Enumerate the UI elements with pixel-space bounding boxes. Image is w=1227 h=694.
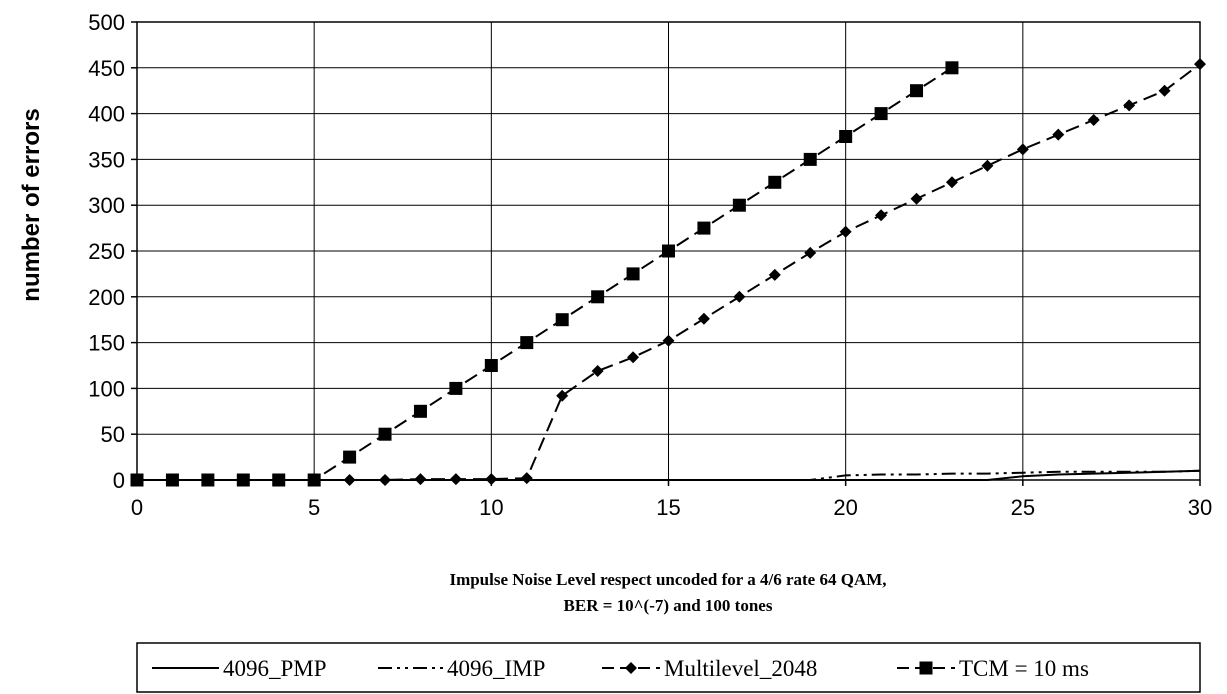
y-tick-label: 500 xyxy=(88,10,125,35)
x-tick-label: 25 xyxy=(1011,495,1035,520)
data-point-diamond xyxy=(414,473,427,486)
y-tick-label: 200 xyxy=(88,285,125,310)
series-line-2 xyxy=(137,469,1201,481)
data-point-diamond xyxy=(945,176,958,189)
data-point-square xyxy=(201,473,215,487)
y-tick-label: 400 xyxy=(88,102,125,127)
x-tick-label: 15 xyxy=(656,495,680,520)
x-tick-label: 20 xyxy=(833,495,857,520)
data-point-diamond xyxy=(662,334,675,347)
y-tick-label: 100 xyxy=(88,376,125,401)
legend-label-3: Multilevel_2048 xyxy=(664,656,817,681)
data-point-diamond xyxy=(875,209,888,222)
data-point-square xyxy=(591,290,605,304)
y-axis-title: number of errors xyxy=(18,108,45,301)
data-point-diamond xyxy=(804,246,817,259)
legend-frame xyxy=(136,642,1201,693)
series-line-4 xyxy=(137,66,953,481)
data-point-square xyxy=(236,473,250,487)
data-point-square xyxy=(945,61,959,75)
data-point-diamond xyxy=(981,159,994,172)
data-point-square xyxy=(130,473,144,487)
data-point-diamond xyxy=(839,225,852,238)
data-point-diamond xyxy=(485,473,498,486)
data-point-square xyxy=(839,130,853,143)
data-point-diamond xyxy=(1016,143,1029,156)
y-tick-label: 50 xyxy=(101,422,125,447)
data-point-square xyxy=(697,221,711,235)
data-point-square xyxy=(910,84,924,98)
data-point-diamond xyxy=(1158,84,1171,97)
data-point-square xyxy=(343,450,357,464)
x-tick-label: 0 xyxy=(131,495,143,520)
x-tick-label: 10 xyxy=(479,495,503,520)
y-tick-label: 450 xyxy=(88,56,125,81)
legend-label-4: TCM = 10 ms xyxy=(959,656,1089,681)
legend-label-1: 4096_PMP xyxy=(223,656,327,681)
data-point-square xyxy=(662,244,675,258)
series-markers xyxy=(130,58,1206,487)
data-point-square xyxy=(732,198,746,212)
data-point-diamond xyxy=(697,312,710,325)
data-point-square xyxy=(378,427,392,441)
x-tick-label: 30 xyxy=(1188,495,1212,520)
data-point-diamond xyxy=(1052,128,1065,141)
x-axis-title-line-2: BER = 10^(-7) and 100 tones xyxy=(564,596,773,615)
data-point-square xyxy=(803,152,817,166)
x-tick-label: 5 xyxy=(308,495,320,520)
data-point-diamond xyxy=(910,192,923,205)
data-point-diamond xyxy=(1087,114,1100,127)
data-point-diamond xyxy=(768,268,781,281)
legend-label-2: 4096_IMP xyxy=(447,656,545,681)
data-point-diamond xyxy=(733,290,746,303)
data-point-square xyxy=(555,313,569,327)
y-axis-ticks: 0 50 100 150 200 250 300 350 400 450 500 xyxy=(88,10,137,493)
data-point-diamond xyxy=(556,389,569,402)
data-point-square xyxy=(165,473,179,487)
data-point-diamond xyxy=(627,351,640,364)
x-axis-title-line-1: Impulse Noise Level respect uncoded for … xyxy=(449,570,886,589)
x-axis-ticks: 0 5 10 15 20 25 30 xyxy=(131,480,1212,520)
y-tick-label: 250 xyxy=(88,239,125,264)
data-point-square xyxy=(874,107,888,121)
data-point-square xyxy=(484,359,498,372)
y-tick-label: 350 xyxy=(88,147,125,172)
data-point-square xyxy=(768,175,782,189)
data-point-square xyxy=(307,473,321,487)
data-point-diamond xyxy=(449,473,462,486)
data-point-diamond xyxy=(1194,58,1206,71)
data-point-square xyxy=(272,473,286,487)
data-point-diamond xyxy=(379,474,392,486)
data-point-square xyxy=(449,381,463,395)
data-point-square xyxy=(626,267,640,281)
data-point-diamond xyxy=(1123,99,1136,112)
data-point-diamond xyxy=(591,364,604,377)
legend-marker-square xyxy=(919,661,933,675)
data-point-diamond xyxy=(343,474,356,486)
legend: 4096_PMP 4096_IMP Multilevel_2048 TCM = 10 … xyxy=(136,642,1201,693)
y-tick-label: 0 xyxy=(113,468,125,493)
y-tick-label: 300 xyxy=(88,193,125,218)
data-point-square xyxy=(520,336,534,350)
legend-marker-diamond xyxy=(625,662,637,674)
y-tick-label: 150 xyxy=(88,331,125,356)
data-point-square xyxy=(413,404,427,418)
data-point-diamond xyxy=(520,472,533,485)
